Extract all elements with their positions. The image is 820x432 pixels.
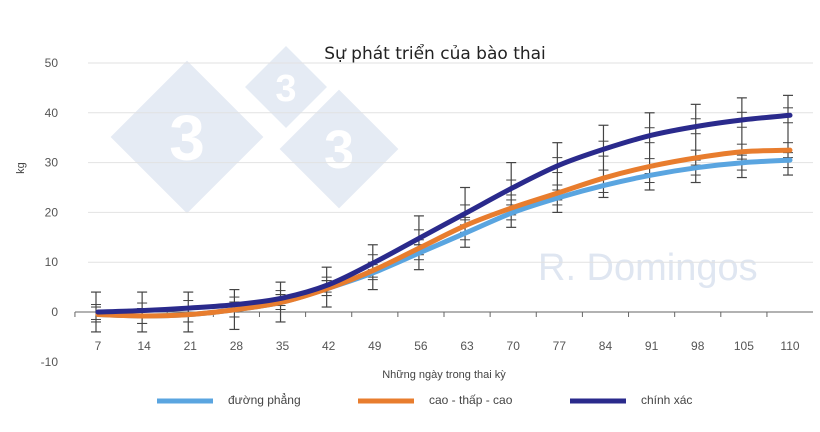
- x-tick-label: 28: [230, 339, 244, 353]
- y-tick-label: 20: [45, 205, 59, 219]
- x-tick-label: 49: [368, 339, 382, 353]
- x-tick-label: 70: [507, 339, 521, 353]
- series-lines: [95, 112, 793, 319]
- x-tick-label: 21: [184, 339, 198, 353]
- x-tick-label: 42: [322, 339, 336, 353]
- x-tick-label: 105: [734, 339, 754, 353]
- watermark-text: R. Domingos: [538, 247, 758, 289]
- x-tick-label: 91: [645, 339, 659, 353]
- y-tick-label: 10: [45, 255, 59, 269]
- legend-label: đường phẳng: [228, 392, 301, 407]
- y-tick-label: 30: [45, 156, 59, 170]
- y-tick-label: -10: [41, 355, 59, 369]
- x-tick-label: 35: [276, 339, 290, 353]
- y-tick-label: 0: [51, 305, 58, 319]
- y-axis-label: kg: [15, 162, 27, 174]
- legend: đường phẳng cao - thấp - cao chính xác: [157, 392, 692, 407]
- y-tick-label: 50: [45, 56, 59, 70]
- series-line: [95, 147, 793, 319]
- series-line: [95, 112, 793, 315]
- x-axis-label: Những ngày trong thai kỳ: [382, 369, 506, 381]
- y-tick-labels: 50 40 30 20 10 0 -10: [41, 56, 59, 369]
- y-tick-label: 40: [45, 106, 59, 120]
- x-tick-label: 14: [137, 339, 151, 353]
- x-axis: 7 14 21 28 35 42 49 56 63 70 77 84 91 98 105 110: [74, 311, 813, 353]
- legend-label: cao - thấp - cao: [429, 393, 513, 407]
- x-tick-label: 7: [95, 339, 102, 353]
- x-tick-label: 77: [553, 339, 567, 353]
- x-tick-label: 110: [780, 339, 799, 353]
- x-tick-label: 63: [460, 339, 474, 353]
- x-tick-label: 98: [691, 339, 705, 353]
- svg-text:3: 3: [324, 120, 354, 180]
- x-tick-label: 84: [599, 339, 613, 353]
- x-tick-label: 56: [414, 339, 428, 353]
- chart-title: Sự phát triển của bào thai: [324, 43, 546, 64]
- gridlines: [88, 62, 813, 263]
- watermark-logo: 3 3 3: [110, 45, 399, 214]
- legend-label: chính xác: [641, 393, 692, 407]
- svg-text:3: 3: [169, 102, 205, 174]
- svg-text:3: 3: [275, 68, 296, 110]
